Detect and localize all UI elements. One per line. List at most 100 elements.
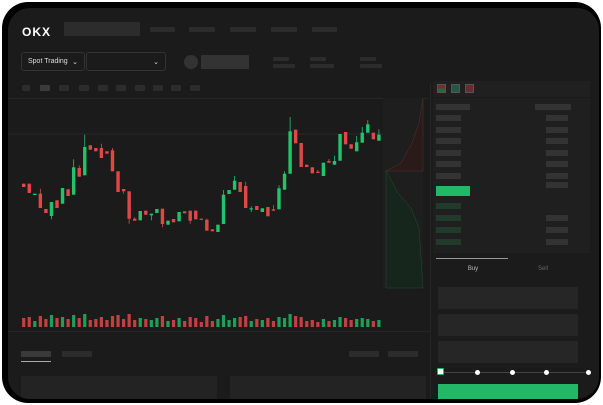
market-select[interactable]: Spot Trading ⌄	[21, 52, 85, 71]
volume-bar	[194, 318, 198, 327]
volume-bar	[72, 315, 76, 327]
candle-body	[105, 151, 109, 154]
nav-placeholder[interactable]	[64, 22, 140, 36]
last-price	[436, 186, 470, 196]
candle-body	[94, 148, 98, 152]
timeframe-button[interactable]	[171, 85, 181, 91]
slider-stop[interactable]	[510, 370, 515, 375]
bid-price	[436, 215, 461, 221]
volume-bar	[216, 319, 220, 327]
volume-bar	[94, 319, 98, 327]
tab-order-history[interactable]	[62, 351, 92, 357]
nav-item[interactable]	[271, 27, 297, 32]
slider-stop[interactable]	[586, 370, 591, 375]
candle-body	[355, 142, 359, 152]
bid-price	[436, 239, 461, 245]
buy-tab[interactable]: Buy	[467, 266, 479, 272]
nav-item[interactable]	[230, 27, 256, 32]
filter-button[interactable]	[388, 351, 418, 357]
chevron-down-icon: ⌄	[153, 58, 159, 66]
volume-bar	[227, 320, 231, 327]
timeframe-button[interactable]	[98, 85, 108, 91]
candle-body	[332, 161, 337, 165]
slider-stop[interactable]	[544, 370, 549, 375]
volume-bar	[149, 320, 153, 327]
timeframe-button[interactable]	[59, 85, 69, 91]
nav-item[interactable]	[150, 27, 175, 32]
candle-body	[155, 209, 159, 213]
nav-item[interactable]	[312, 27, 337, 32]
candle-body	[99, 148, 104, 158]
volume-bar	[66, 319, 70, 327]
candle-body	[310, 167, 314, 174]
bottom-panel-right	[230, 376, 426, 399]
orderbook-both-icon[interactable]	[437, 84, 446, 93]
tab-open-orders[interactable]	[21, 351, 51, 357]
ask-amount	[546, 127, 568, 133]
volume-bar	[255, 319, 259, 327]
candle-body	[221, 194, 226, 224]
candle-body	[166, 220, 170, 225]
divider	[430, 83, 431, 399]
pair-select[interactable]: ⌄	[86, 52, 166, 71]
volume-bar	[160, 316, 165, 327]
orderbook-asks-icon[interactable]	[465, 84, 474, 93]
filter-button[interactable]	[349, 351, 379, 357]
timeframe-button[interactable]	[153, 85, 163, 91]
volume-bar	[327, 321, 331, 327]
candle-body	[255, 206, 259, 210]
candle-body	[77, 168, 81, 177]
timeframe-button[interactable]	[22, 85, 30, 91]
bid-amount	[546, 227, 568, 233]
orderbook-bids-icon[interactable]	[451, 84, 460, 93]
orderbook-header	[433, 81, 590, 97]
volume-bar	[183, 321, 187, 327]
timeframe-button[interactable]	[116, 85, 126, 91]
slider-track[interactable]	[440, 372, 590, 373]
volume-bar	[110, 316, 115, 327]
candle-body	[282, 173, 287, 190]
timeframe-button[interactable]	[135, 85, 145, 91]
timeframe-button[interactable]	[79, 85, 89, 91]
volume-bar	[277, 317, 281, 327]
volume-bar	[366, 319, 370, 327]
candle-body	[133, 218, 137, 221]
slider-handle[interactable]	[437, 368, 444, 375]
total-input[interactable]	[438, 341, 578, 363]
volume-bar	[99, 317, 103, 327]
volume-bar	[233, 318, 237, 327]
sell-tab[interactable]: Sell	[537, 266, 548, 272]
volume-bar	[344, 318, 348, 327]
candle-body	[338, 134, 342, 161]
candle-body	[116, 171, 120, 192]
buy-button[interactable]	[438, 384, 578, 399]
volume-bar	[105, 320, 109, 327]
candle-body	[249, 208, 253, 210]
candle-body	[210, 229, 215, 232]
candle-body	[244, 186, 248, 208]
stat-value	[360, 64, 382, 68]
candle-body	[305, 164, 309, 167]
orderbook-col-header	[436, 104, 470, 110]
bid-depth	[385, 170, 424, 289]
stat-value	[273, 64, 295, 68]
volume-bar	[166, 321, 170, 327]
nav-item[interactable]	[189, 27, 215, 32]
volume-bar	[244, 316, 248, 327]
timeframe-button[interactable]	[190, 85, 200, 91]
volume-bar	[332, 320, 337, 327]
volume-bar	[205, 316, 209, 327]
candle-body	[277, 188, 281, 210]
volume-bar	[377, 320, 381, 327]
volume-bar	[199, 322, 203, 327]
candle-body	[360, 132, 364, 143]
orderbook	[433, 98, 590, 253]
price-input[interactable]	[438, 287, 578, 309]
slider-stop[interactable]	[475, 370, 480, 375]
amount-input[interactable]	[438, 314, 578, 336]
candle-body	[110, 150, 115, 172]
volume-bar	[260, 320, 264, 327]
candle-body	[299, 143, 303, 167]
timeframe-button[interactable]	[40, 85, 50, 91]
